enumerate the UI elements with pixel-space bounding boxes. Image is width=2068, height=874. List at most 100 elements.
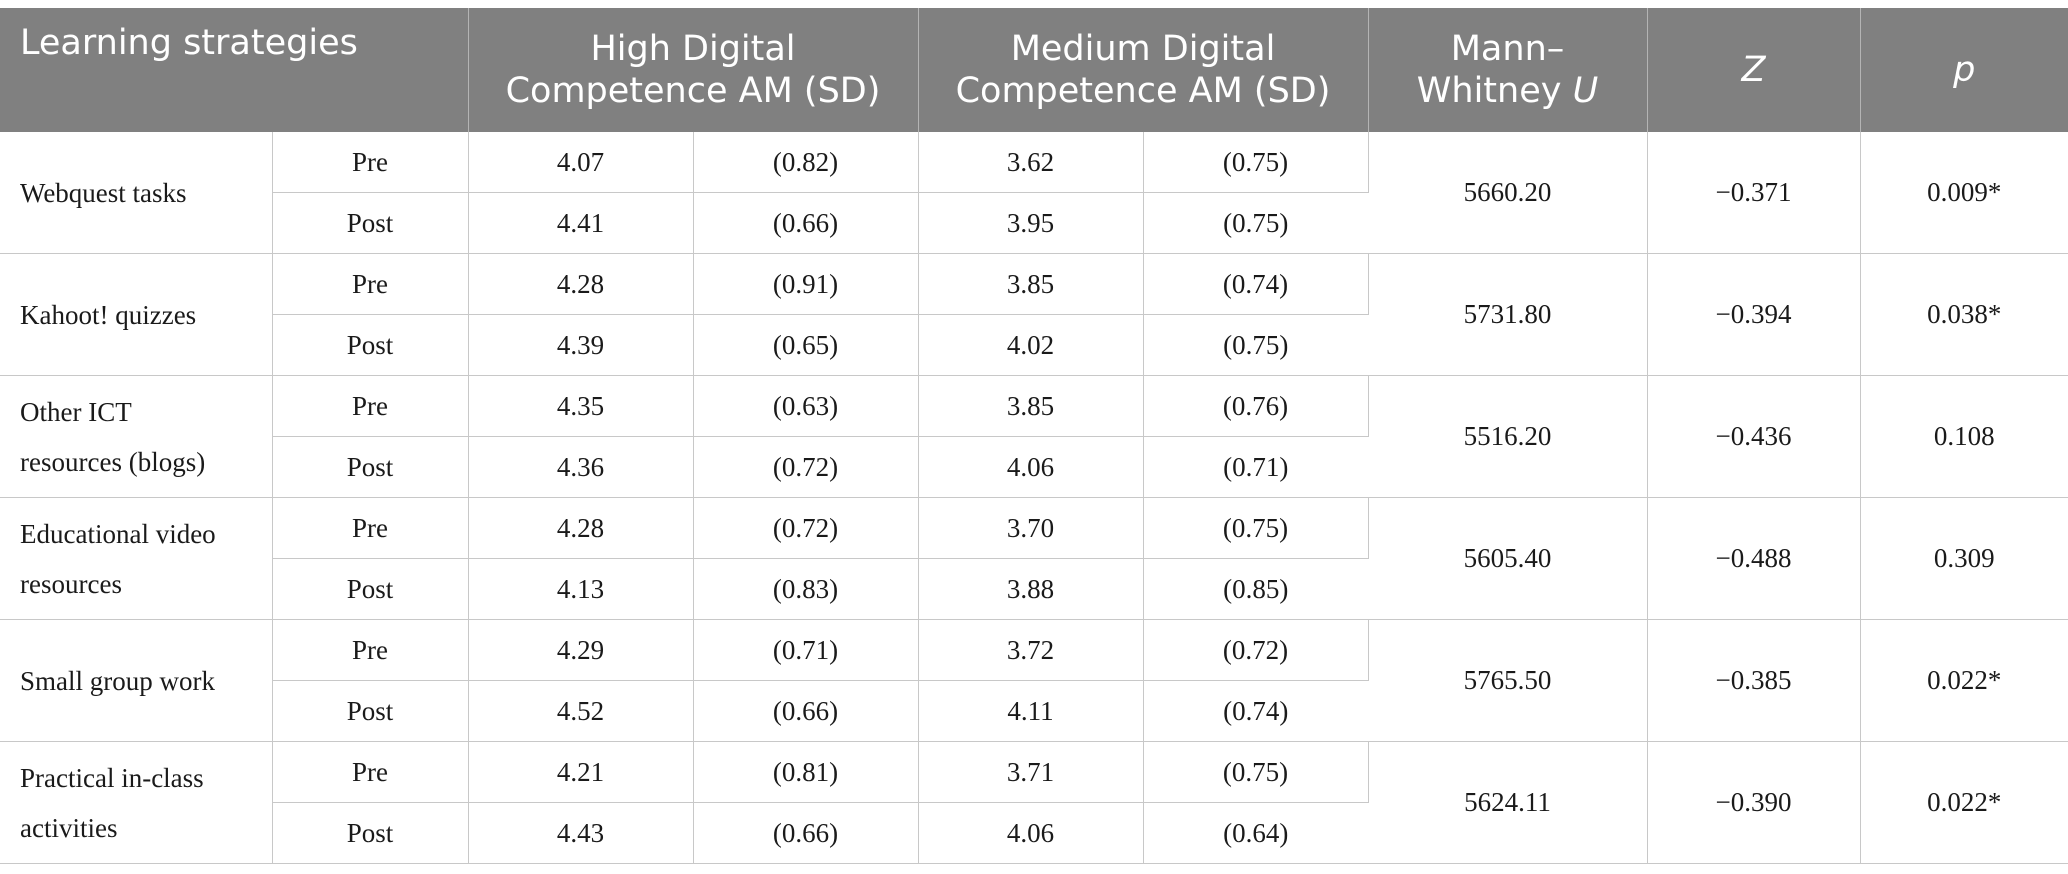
mann-whitney-u-cell: 5731.80 [1368,253,1648,376]
medium-am-cell: 3.85 [918,253,1144,315]
z-cell: −0.390 [1647,741,1861,864]
header-mann-whitney: Mann– Whitney U [1368,8,1648,132]
table-row: Post 4.52 (0.66) 4.11 (0.74) [0,680,2068,742]
strategy-label: Webquest tasks [0,132,273,254]
phase-cell: Post [272,558,469,620]
p-value-cell: 0.022* [1860,741,2068,864]
p-value-cell: 0.022* [1860,619,2068,742]
medium-am-cell: 4.06 [918,802,1144,864]
high-sd-cell: (0.72) [693,436,919,498]
medium-am-cell: 3.62 [918,132,1144,193]
high-am-cell: 4.39 [468,314,694,376]
mann-whitney-u-cell: 5516.20 [1368,375,1648,498]
high-am-cell: 4.13 [468,558,694,620]
header-high-digital-competence: High Digital Competence AM (SD) [468,8,919,132]
p-value-cell: 0.038* [1860,253,2068,376]
z-cell: −0.394 [1647,253,1861,376]
high-am-cell: 4.28 [468,253,694,315]
medium-sd-cell: (0.75) [1143,192,1368,254]
high-sd-cell: (0.81) [693,741,919,803]
high-sd-cell: (0.66) [693,680,919,742]
medium-am-cell: 3.95 [918,192,1144,254]
high-am-cell: 4.35 [468,375,694,437]
high-sd-cell: (0.63) [693,375,919,437]
medium-am-cell: 3.85 [918,375,1144,437]
table-row: Other ICT resources (blogs) Pre 4.35 (0.63) 3… [0,375,2068,498]
medium-sd-cell: (0.74) [1143,680,1368,742]
header-medium-line2: Competence AM (SD) [955,71,1331,111]
header-z: Z [1647,8,1861,132]
phase-cell: Pre [272,619,469,681]
table-row: Educational video resources Pre 4.28 (0.72) 3… [0,497,2068,620]
high-sd-cell: (0.82) [693,132,919,193]
table-header: Learning strategies High Digital Compete… [0,8,2068,132]
strategy-label-line2: activities [20,812,118,843]
high-am-cell: 4.52 [468,680,694,742]
strategy-label-line1: Kahoot! quizzes [20,299,197,330]
results-table: Learning strategies High Digital Compete… [0,8,2068,864]
strategy-label: Educational video resources [0,497,273,620]
medium-am-cell: 4.06 [918,436,1144,498]
high-am-cell: 4.07 [468,132,694,193]
strategy-label-line1: Practical in-class [20,762,204,793]
phase-cell: Pre [272,741,469,803]
high-am-cell: 4.43 [468,802,694,864]
phase-cell: Pre [272,132,469,193]
table-row: Practical in-class activities Pre 4.21 (0.81… [0,741,2068,864]
medium-am-cell: 4.11 [918,680,1144,742]
header-medium-digital-competence: Medium Digital Competence AM (SD) [918,8,1369,132]
z-cell: −0.436 [1647,375,1861,498]
high-sd-cell: (0.71) [693,619,919,681]
strategy-label-line2: resources [20,568,122,599]
table-row: Webquest tasks Pre 4.07 (0.82) 3.62 (0.75) 566… [0,132,2068,254]
p-value-cell: 0.309 [1860,497,2068,620]
phase-cell: Post [272,192,469,254]
mann-whitney-u-cell: 5605.40 [1368,497,1648,620]
strategy-label: Other ICT resources (blogs) [0,375,273,498]
z-cell: −0.488 [1647,497,1861,620]
high-sd-cell: (0.72) [693,497,919,559]
mann-whitney-u-cell: 5765.50 [1368,619,1648,742]
header-mann-line2: Whitney [1416,71,1573,111]
table-row: Post 4.41 (0.66) 3.95 (0.75) [0,192,2068,254]
table-body: Webquest tasks Pre 4.07 (0.82) 3.62 (0.75) 566… [0,132,2068,864]
p-value-cell: 0.009* [1860,132,2068,254]
header-high-line2: Competence AM (SD) [505,71,881,111]
strategy-label-line1: Other ICT [20,396,132,427]
z-cell: −0.371 [1647,132,1861,254]
strategy-label: Practical in-class activities [0,741,273,864]
medium-am-cell: 4.02 [918,314,1144,376]
z-cell: −0.385 [1647,619,1861,742]
high-am-cell: 4.36 [468,436,694,498]
high-am-cell: 4.21 [468,741,694,803]
header-high-line1: High Digital [590,29,796,69]
table-row: Small group work Pre 4.29 (0.71) 3.72 (0.72) 5… [0,619,2068,742]
header-medium-line1: Medium Digital [1010,29,1276,69]
phase-cell: Pre [272,253,469,315]
phase-cell: Post [272,314,469,376]
phase-cell: Pre [272,497,469,559]
table-row: Post 4.36 (0.72) 4.06 (0.71) [0,436,2068,498]
high-sd-cell: (0.66) [693,802,919,864]
strategy-label-line1: Educational video [20,518,216,549]
strategy-label: Kahoot! quizzes [0,253,273,376]
mann-whitney-u-cell: 5660.20 [1368,132,1648,254]
medium-sd-cell: (0.75) [1143,314,1368,376]
mann-whitney-u-cell: 5624.11 [1368,741,1648,864]
table-row: Post 4.39 (0.65) 4.02 (0.75) [0,314,2068,376]
strategy-label-line1: Small group work [20,665,215,696]
header-mann-line1: Mann– [1450,29,1565,69]
medium-sd-cell: (0.75) [1143,741,1369,803]
header-learning-strategies: Learning strategies [0,8,469,132]
high-am-cell: 4.29 [468,619,694,681]
table-row: Post 4.13 (0.83) 3.88 (0.85) [0,558,2068,620]
medium-am-cell: 3.70 [918,497,1144,559]
medium-am-cell: 3.71 [918,741,1144,803]
header-mann-u: U [1572,71,1599,111]
high-am-cell: 4.28 [468,497,694,559]
medium-sd-cell: (0.72) [1143,619,1369,681]
phase-cell: Pre [272,375,469,437]
strategy-label: Small group work [0,619,273,742]
header-p: p [1860,8,2068,132]
phase-cell: Post [272,680,469,742]
